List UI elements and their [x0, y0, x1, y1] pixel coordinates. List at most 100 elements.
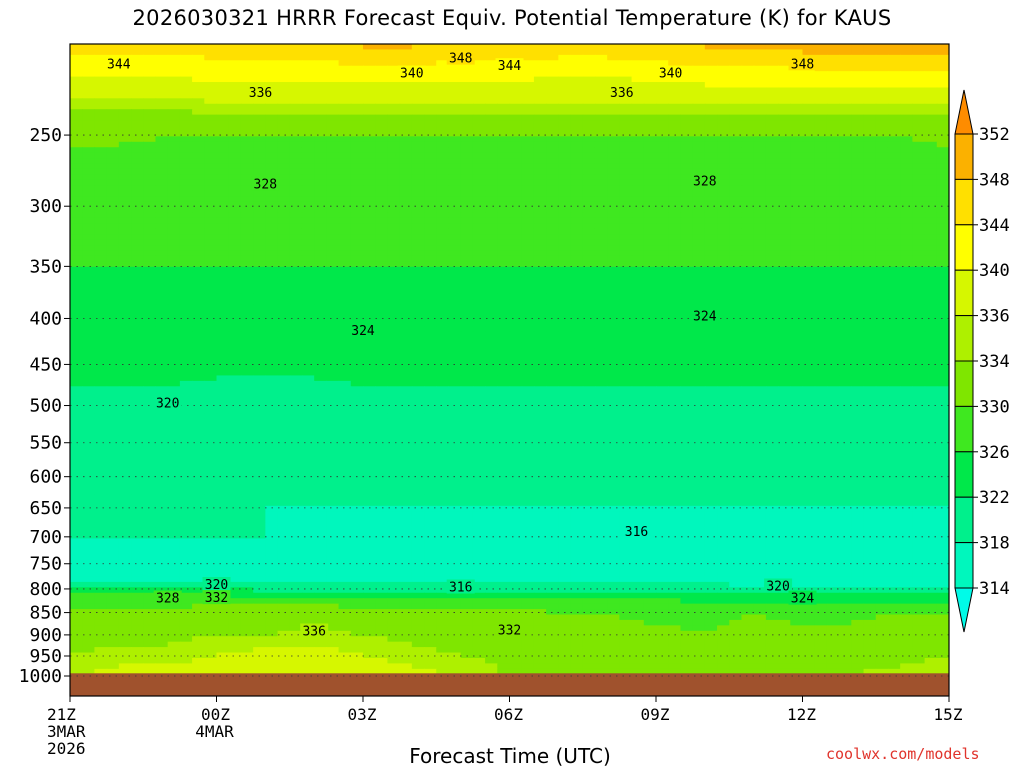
heatmap-cell: [326, 212, 340, 219]
heatmap-cell: [424, 245, 437, 252]
heatmap-cell: [802, 364, 816, 371]
heatmap-cell: [619, 413, 633, 420]
heatmap-cell: [717, 103, 730, 110]
heatmap-cell: [399, 364, 413, 371]
heatmap-cell: [704, 364, 718, 371]
heatmap-cell: [656, 348, 669, 355]
heatmap-cell: [765, 255, 779, 262]
heatmap-cell: [875, 293, 889, 300]
heatmap-cell: [692, 76, 706, 83]
heatmap-cell: [399, 49, 413, 56]
heatmap-cell: [924, 353, 938, 360]
heatmap-cell: [216, 168, 230, 175]
heatmap-cell: [912, 272, 926, 279]
heatmap-cell: [436, 364, 450, 371]
heatmap-cell: [363, 250, 376, 257]
heatmap-cell: [826, 207, 840, 214]
heatmap-cell: [448, 185, 462, 192]
heatmap-cell: [497, 255, 511, 262]
heatmap-cell: [863, 272, 877, 279]
heatmap-cell: [338, 120, 352, 127]
heatmap-cell: [863, 386, 877, 393]
heatmap-cell: [643, 315, 657, 322]
heatmap-cell: [704, 223, 718, 230]
heatmap-cell: [900, 179, 913, 186]
heatmap-cell: [228, 147, 242, 154]
heatmap-cell: [521, 174, 535, 181]
heatmap-cell: [619, 65, 633, 72]
heatmap-cell: [143, 380, 157, 387]
heatmap-cell: [118, 288, 132, 295]
heatmap-cell: [460, 288, 474, 295]
heatmap-cell: [82, 196, 96, 203]
heatmap-cell: [301, 87, 315, 94]
heatmap-cell: [265, 163, 279, 170]
heatmap-cell: [765, 54, 779, 61]
heatmap-cell: [753, 223, 767, 230]
heatmap-cell: [497, 304, 511, 311]
heatmap-cell: [253, 353, 266, 360]
heatmap-cell: [558, 179, 572, 186]
heatmap-cell: [729, 174, 743, 181]
heatmap-cell: [875, 310, 889, 317]
heatmap-cell: [94, 125, 108, 132]
heatmap-cell: [851, 359, 865, 366]
heatmap-cell: [594, 49, 608, 56]
heatmap-cell: [497, 283, 511, 290]
heatmap-cell: [253, 375, 266, 382]
heatmap-cell: [301, 185, 315, 192]
heatmap-cell: [509, 92, 523, 99]
heatmap-cell: [485, 152, 498, 159]
heatmap-cell: [692, 402, 706, 409]
heatmap-cell: [765, 217, 779, 224]
heatmap-cell: [814, 130, 828, 137]
heatmap-cell: [765, 212, 779, 219]
heatmap-cell: [936, 310, 949, 317]
heatmap-cell: [582, 125, 596, 132]
heatmap-cell: [289, 76, 303, 83]
heatmap-cell: [778, 408, 791, 415]
heatmap-cell: [936, 109, 949, 116]
heatmap-cell: [277, 87, 291, 94]
heatmap-cell: [472, 239, 486, 246]
heatmap-cell: [936, 331, 949, 338]
heatmap-cell: [399, 136, 413, 143]
heatmap-cell: [558, 152, 572, 159]
heatmap-cell: [643, 179, 657, 186]
heatmap-cell: [680, 141, 694, 148]
heatmap-cell: [558, 120, 572, 127]
heatmap-cell: [778, 234, 791, 241]
heatmap-cell: [521, 87, 535, 94]
heatmap-cell: [240, 201, 254, 208]
heatmap-cell: [814, 359, 828, 366]
heatmap-cell: [533, 380, 547, 387]
heatmap-cell: [118, 272, 132, 279]
heatmap-cell: [790, 353, 804, 360]
heatmap-cell: [900, 261, 913, 268]
heatmap-cell: [936, 397, 949, 404]
heatmap-cell: [778, 185, 791, 192]
heatmap-cell: [839, 82, 852, 89]
heatmap-cell: [900, 196, 913, 203]
heatmap-cell: [436, 125, 450, 132]
heatmap-cell: [497, 315, 511, 322]
heatmap-cell: [314, 402, 327, 409]
heatmap-cell: [631, 190, 645, 197]
heatmap-cell: [717, 299, 730, 306]
heatmap-cell: [460, 326, 474, 333]
heatmap-cell: [790, 76, 804, 83]
heatmap-cell: [839, 228, 852, 235]
heatmap-cell: [594, 288, 608, 295]
heatmap-cell: [472, 331, 486, 338]
heatmap-cell: [277, 266, 291, 273]
heatmap-cell: [387, 130, 401, 137]
heatmap-cell: [106, 288, 120, 295]
heatmap-cell: [204, 266, 218, 273]
heatmap-cell: [94, 207, 108, 214]
heatmap-cell: [643, 321, 657, 328]
heatmap-cell: [839, 185, 852, 192]
heatmap-cell: [179, 293, 193, 300]
heatmap-cell: [631, 331, 645, 338]
heatmap-cell: [387, 391, 401, 398]
heatmap-cell: [82, 277, 96, 284]
